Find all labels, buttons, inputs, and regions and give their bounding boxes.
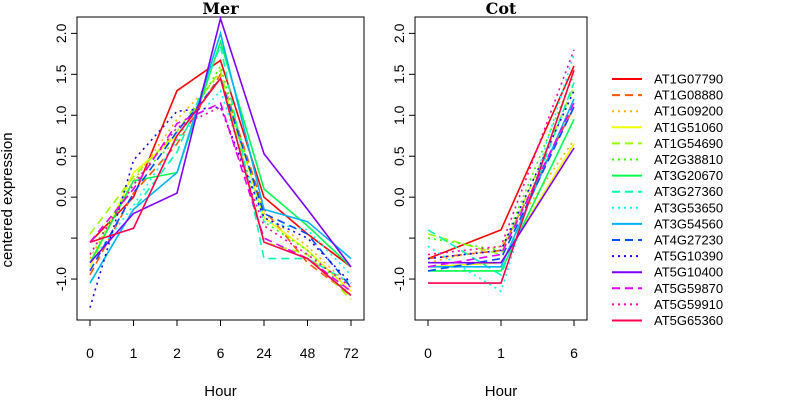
- x-tick-label: 6: [570, 345, 578, 361]
- legend-item: AT2G38810: [612, 152, 723, 167]
- x-tick-label: 1: [497, 345, 505, 361]
- legend-label: AT1G51060: [654, 120, 723, 135]
- series-line-at5g10400: [428, 147, 575, 264]
- legend-item: AT3G27360: [612, 184, 723, 199]
- legend-label: AT3G20670: [654, 168, 723, 183]
- legend-item: AT1G08880: [612, 88, 723, 103]
- y-axis-label: centered expression: [0, 132, 16, 267]
- legend-item: AT5G59870: [612, 281, 723, 296]
- series-line-at4g27230: [89, 76, 352, 288]
- series-line-at4g27230: [427, 106, 575, 272]
- legend-item: AT1G54690: [612, 136, 723, 151]
- legend-label: AT5G65360: [654, 313, 723, 328]
- legend-label: AT1G09200: [654, 104, 723, 119]
- series-line-at1g09200: [89, 72, 352, 288]
- x-tick-label: 0: [424, 345, 432, 361]
- series-line-at3g54560: [89, 30, 352, 284]
- legend-label: AT3G54560: [654, 216, 723, 231]
- legend-item: AT3G53650: [612, 200, 723, 215]
- series-line-at3g53650: [427, 53, 575, 293]
- legend-label: AT2G38810: [654, 152, 723, 167]
- x-tick-label: 72: [343, 345, 359, 361]
- legend-item: AT1G09200: [612, 104, 723, 119]
- plot-panels: Mer -1.0 0.0 0.5 1.0 1.5 2.0 0 1 2 6 24 48 72 Hour Cot -…: [53, 0, 588, 400]
- legend-item: AT5G10390: [612, 249, 723, 264]
- legend-item: AT3G54560: [612, 216, 723, 231]
- series-line-at5g59910: [427, 49, 575, 256]
- series-line-at1g54690: [89, 68, 352, 301]
- series-line-at5g59870: [89, 101, 352, 292]
- y-tick-label: 0.5: [53, 146, 69, 166]
- legend-label: AT5G59870: [654, 281, 723, 296]
- y-tick-label: 1.0: [391, 105, 407, 125]
- x-tick-label: 0: [86, 345, 94, 361]
- series-line-at3g20670: [89, 38, 352, 268]
- y-tick-label: -1.0: [391, 267, 407, 291]
- legend-label: AT5G10400: [654, 265, 723, 280]
- series-line-at1g07790: [427, 65, 575, 260]
- y-tick-label: 2.0: [391, 23, 407, 43]
- panel-mer: Mer -1.0 0.0 0.5 1.0 1.5 2.0 0 1 2 6 24 48 72 Hour: [53, 0, 365, 400]
- legend-label: AT3G27360: [654, 184, 723, 199]
- legend-label: AT5G10390: [654, 249, 723, 264]
- y-tick-label: 1.0: [53, 105, 69, 125]
- x-tick-label: 48: [300, 345, 316, 361]
- panel-title: Mer: [202, 0, 239, 18]
- legend-label: AT3G53650: [654, 200, 723, 215]
- y-tick-label: 1.5: [391, 64, 407, 84]
- legend-item: AT4G27230: [612, 233, 723, 248]
- series-line-at3g20670: [428, 119, 575, 272]
- y-tick-label: 0.0: [391, 187, 407, 207]
- series-line-at1g08880: [89, 72, 352, 297]
- series-line-at5g65360: [89, 76, 352, 297]
- series-line-at5g10390: [427, 90, 575, 260]
- legend-label: AT5G59910: [654, 297, 723, 312]
- legend-item: AT1G51060: [612, 120, 723, 135]
- series-line-at1g09200: [427, 139, 575, 264]
- y-tick-label: 2.0: [53, 23, 69, 43]
- legend-label: AT1G07790: [654, 72, 723, 87]
- series-line-at1g51060: [427, 143, 575, 268]
- legend-label: AT1G08880: [654, 88, 723, 103]
- panel-title: Cot: [486, 0, 517, 18]
- y-tick-label: -1.0: [53, 267, 69, 291]
- legend-item: AT3G20670: [612, 168, 723, 183]
- x-tick-label: 6: [217, 345, 225, 361]
- series-line-at5g10390: [89, 106, 352, 308]
- series-line-at5g65360: [428, 69, 575, 284]
- panel-cot: Cot -1.0 0.0 0.5 1.0 1.5 2.0 0 1 6 Hour: [391, 0, 588, 400]
- legend-item: AT5G65360: [612, 313, 723, 328]
- x-tick-label: 1: [130, 345, 138, 361]
- series-line-at1g51060: [89, 76, 352, 292]
- series-line-at5g10400: [89, 15, 352, 268]
- y-tick-label: 1.5: [53, 64, 69, 84]
- legend-item: AT1G07790: [612, 72, 723, 87]
- x-axis-label: Hour: [485, 383, 518, 400]
- x-tick-label: 24: [256, 345, 272, 361]
- y-tick-label: 0.0: [53, 187, 69, 207]
- legend-label: AT4G27230: [654, 233, 723, 248]
- series-line-at2g38810: [427, 73, 575, 252]
- x-tick-label: 2: [173, 345, 181, 361]
- legend-item: AT5G10400: [612, 265, 723, 280]
- legend: AT1G07790AT1G08880AT1G09200AT1G51060AT1G…: [612, 72, 723, 328]
- series-line-at5g59870: [427, 102, 575, 268]
- y-tick-label: 0.5: [391, 146, 407, 166]
- legend-label: AT1G54690: [654, 136, 723, 151]
- series-line-at3g27360: [427, 82, 575, 277]
- x-axis-label: Hour: [204, 383, 237, 400]
- legend-item: AT5G59910: [612, 297, 723, 312]
- series-line-at3g53650: [89, 89, 352, 276]
